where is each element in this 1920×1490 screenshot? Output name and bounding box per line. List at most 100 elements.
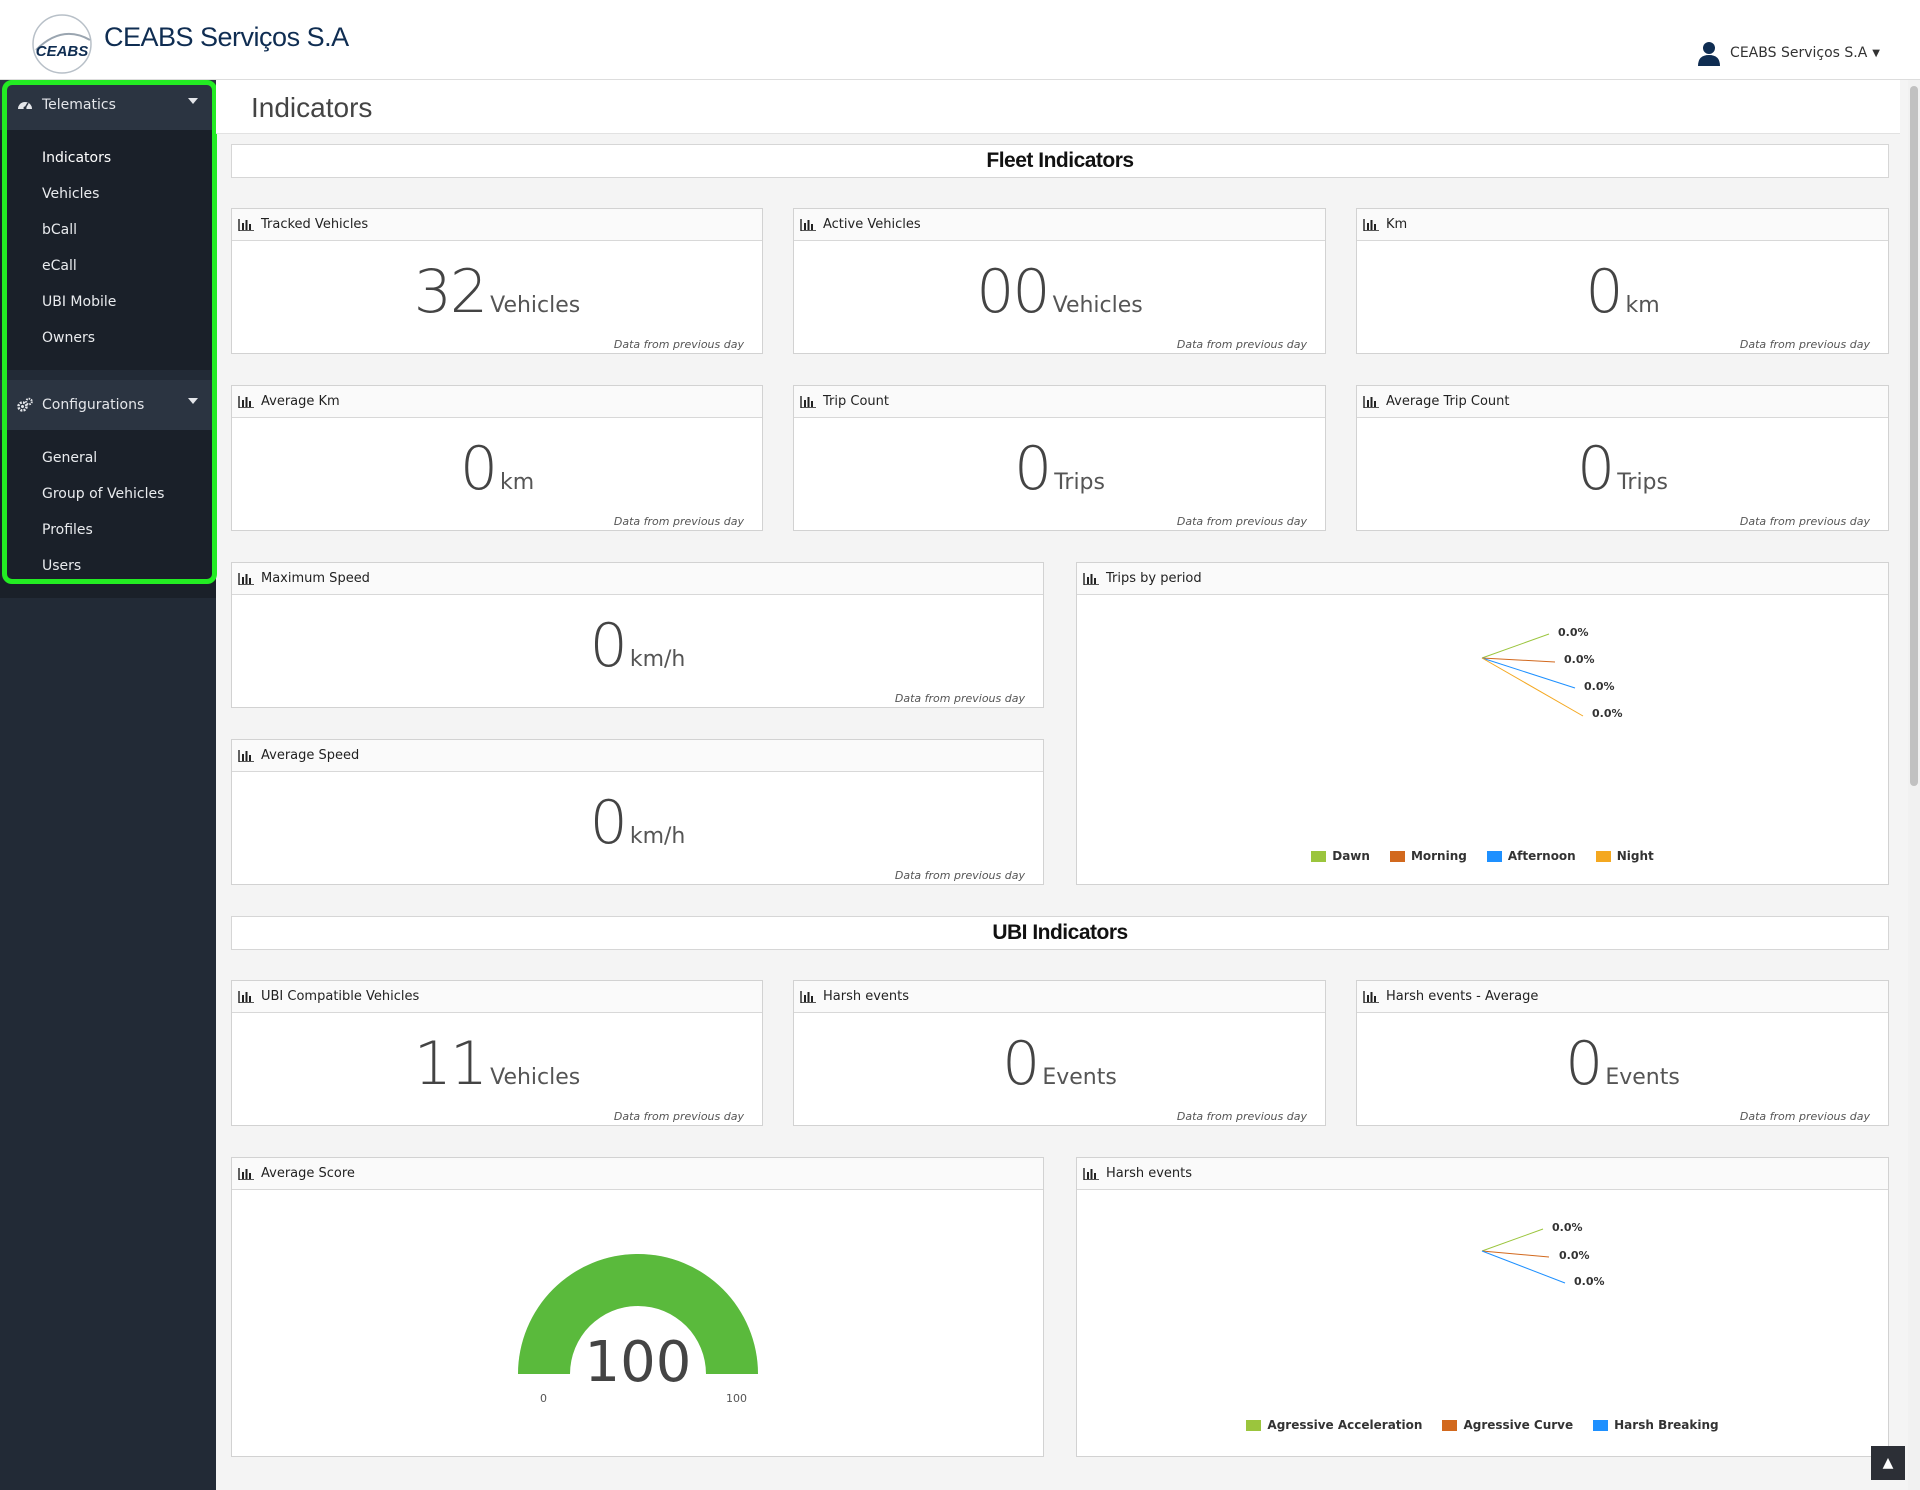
panel-title: Active Vehicles — [823, 217, 921, 232]
legend-swatch — [1389, 850, 1405, 862]
footnote: Data from previous day — [894, 692, 1025, 705]
metric-unit: Vehicles — [490, 1065, 581, 1090]
nav-list-telematics: Indicators Vehicles bCall eCall UBI Mobi… — [0, 130, 216, 370]
sidebar-item-group-of-vehicles[interactable]: Group of Vehicles — [42, 486, 165, 502]
ceabs-logo[interactable]: CEABS — [28, 14, 96, 74]
sidebar-item-ecall[interactable]: eCall — [42, 258, 77, 274]
legend-item-afternoon[interactable]: Afternoon — [1486, 849, 1576, 863]
leader-line-afternoon — [1481, 657, 1576, 689]
metric-unit: km — [500, 470, 535, 495]
sidebar-item-bcall[interactable]: bCall — [42, 222, 78, 238]
gauge-min-label: 0 — [540, 1392, 547, 1405]
panel-average-trip-count: Average Trip Count 0 Trips Data from prev… — [1356, 385, 1889, 531]
nav-header-label: Telematics — [42, 97, 116, 113]
sidebar-item-ubi-mobile[interactable]: UBI Mobile — [42, 294, 117, 310]
panel-title: Average Km — [261, 394, 340, 409]
bar-chart-icon — [238, 990, 254, 1003]
panel-header: Km — [1357, 209, 1888, 241]
metric-unit: Vehicles — [1052, 293, 1143, 318]
user-menu[interactable]: CEABS Serviços S.A ▼ — [1696, 40, 1880, 66]
panel-title: Average Trip Count — [1386, 394, 1510, 409]
panel-header: Average Speed — [232, 740, 1043, 772]
sidebar-item-owners[interactable]: Owners — [42, 330, 96, 346]
gauge-fill — [518, 1254, 758, 1374]
scroll-to-top-button[interactable]: ▲ — [1871, 1446, 1905, 1480]
panel-trip-count: Trip Count 0 Trips Data from previous day — [793, 385, 1326, 531]
legend-item-agressive-curve[interactable]: Agressive Curve — [1442, 1418, 1573, 1432]
legend-item-agressive-acceleration[interactable]: Agressive Acceleration — [1246, 1418, 1422, 1432]
legend-label: Morning — [1410, 849, 1467, 863]
metric-unit: km/h — [629, 824, 686, 849]
chart-legend: Dawn Morning Afternoon Night — [1077, 849, 1888, 863]
legend-item-morning[interactable]: Morning — [1389, 849, 1467, 863]
panel-header: Maximum Speed — [232, 563, 1043, 595]
legend-item-harsh-breaking[interactable]: Harsh Breaking — [1593, 1418, 1719, 1432]
fleet-section-title: Fleet Indicators — [231, 144, 1889, 178]
panel-header: Active Vehicles — [794, 209, 1325, 241]
leader-line-morning — [1481, 657, 1556, 663]
leader-line-dawn — [1481, 633, 1550, 659]
bar-chart-icon — [238, 749, 254, 762]
user-icon — [1698, 42, 1721, 66]
panel-header: Average Score — [232, 1158, 1043, 1190]
panel-active-vehicles: Active Vehicles 00 Vehicles Data from pre… — [793, 208, 1326, 354]
metric-unit: Events — [1605, 1065, 1680, 1090]
chevron-down-icon: ▼ — [1872, 47, 1880, 59]
panel-header: Harsh events — [794, 981, 1325, 1013]
metric-value: 00 — [976, 257, 1050, 327]
metric-unit: Trips — [1617, 470, 1668, 495]
sidebar-item-indicators[interactable]: Indicators — [42, 150, 112, 166]
data-label-dawn: 0.0% — [1558, 626, 1589, 639]
legend-label: Agressive Curve — [1463, 1418, 1574, 1432]
sidebar-item-vehicles[interactable]: Vehicles — [42, 186, 100, 202]
panel-ubi-compatible-vehicles: UBI Compatible Vehicles 11 Vehicles Data … — [231, 980, 763, 1126]
nav-divider — [0, 370, 216, 380]
data-label-curve: 0.0% — [1559, 1249, 1590, 1262]
scrollbar-thumb[interactable] — [1910, 86, 1918, 786]
metric: 32 Vehicles — [232, 257, 762, 327]
panel-title: Harsh events - Average — [1386, 989, 1539, 1004]
harsh-events-pie: 0.0% 0.0% 0.0% — [1481, 1221, 1605, 1288]
panel-average-speed: Average Speed 0 km/h Data from previous d… — [231, 739, 1044, 885]
sidebar-item-profiles[interactable]: Profiles — [42, 522, 93, 538]
metric-unit: km — [1625, 293, 1660, 318]
footnote: Data from previous day — [1739, 515, 1870, 528]
leader-line-night — [1481, 657, 1584, 717]
bar-chart-icon — [238, 1167, 254, 1180]
nav-header-telematics[interactable]: Telematics — [0, 80, 216, 130]
metric: 0 Events — [1357, 1029, 1888, 1099]
data-label-night: 0.0% — [1592, 707, 1623, 720]
panel-header: Harsh events - Average — [1357, 981, 1888, 1013]
bar-chart-icon — [800, 218, 816, 231]
panel-header: Tracked Vehicles — [232, 209, 762, 241]
panel-title: Maximum Speed — [261, 571, 370, 586]
data-label-breaking: 0.0% — [1574, 1275, 1605, 1288]
panel-title: Trip Count — [823, 394, 889, 409]
sidebar-item-users[interactable]: Users — [42, 558, 82, 574]
vertical-scrollbar[interactable] — [1908, 80, 1920, 1490]
legend-label: Agressive Acceleration — [1267, 1418, 1423, 1432]
bar-chart-icon — [238, 395, 254, 408]
nav-list-configurations: General Group of Vehicles Profiles Users — [0, 430, 216, 598]
bar-chart-icon — [1363, 990, 1379, 1003]
legend-item-dawn[interactable]: Dawn — [1311, 849, 1370, 863]
nav-section-configurations: Configurations General Group of Vehicles… — [0, 380, 216, 598]
leader-line-breaking — [1481, 1250, 1566, 1284]
footnote: Data from previous day — [1176, 515, 1307, 528]
legend-item-night[interactable]: Night — [1595, 849, 1654, 863]
panel-header: Trip Count — [794, 386, 1325, 418]
panel-header: Harsh events — [1077, 1158, 1888, 1190]
panel-km: Km 0 km Data from previous day — [1356, 208, 1889, 354]
legend-swatch — [1311, 850, 1327, 862]
metric: 0 Trips — [1357, 434, 1888, 504]
sidebar-item-general[interactable]: General — [42, 450, 98, 466]
panel-header: Average Trip Count — [1357, 386, 1888, 418]
footnote: Data from previous day — [1739, 1110, 1870, 1123]
nav-header-configurations[interactable]: Configurations — [0, 380, 216, 430]
metric-value: 32 — [413, 257, 488, 327]
page-title: Indicators — [251, 92, 373, 123]
metric-value: 0 — [1002, 1029, 1040, 1099]
metric: 0 km/h — [232, 611, 1043, 681]
data-label-afternoon: 0.0% — [1584, 680, 1615, 693]
panel-title: Harsh events — [1106, 1166, 1193, 1181]
